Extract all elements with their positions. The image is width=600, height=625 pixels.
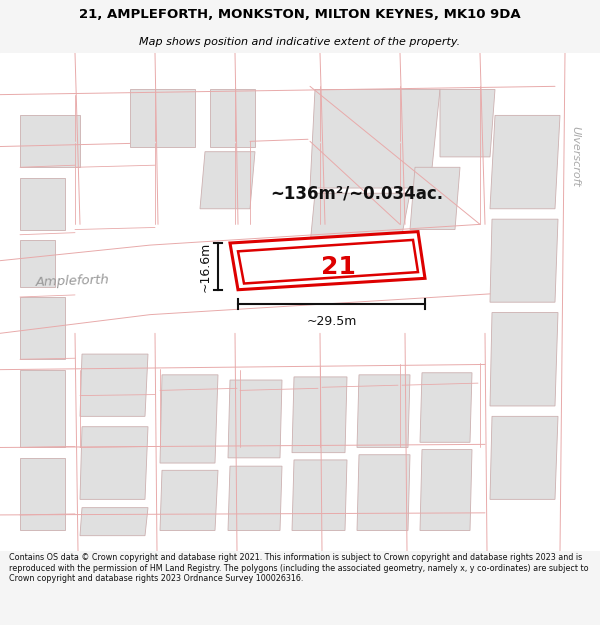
Polygon shape <box>210 89 255 146</box>
Polygon shape <box>490 116 560 209</box>
Text: ~29.5m: ~29.5m <box>307 314 356 328</box>
Polygon shape <box>80 427 148 499</box>
Polygon shape <box>20 369 65 448</box>
Polygon shape <box>490 416 558 499</box>
Text: Map shows position and indicative extent of the property.: Map shows position and indicative extent… <box>139 37 461 47</box>
Polygon shape <box>20 116 80 168</box>
Text: 21: 21 <box>321 255 356 279</box>
Polygon shape <box>20 177 65 229</box>
Text: Contains OS data © Crown copyright and database right 2021. This information is : Contains OS data © Crown copyright and d… <box>9 553 589 583</box>
Polygon shape <box>200 152 255 209</box>
Text: ~136m²/~0.034ac.: ~136m²/~0.034ac. <box>270 184 443 203</box>
Polygon shape <box>20 240 55 287</box>
Polygon shape <box>420 449 472 531</box>
Text: ~16.6m: ~16.6m <box>199 241 212 291</box>
Polygon shape <box>410 168 460 229</box>
Polygon shape <box>130 89 195 146</box>
Polygon shape <box>80 354 148 416</box>
Polygon shape <box>292 377 347 452</box>
Polygon shape <box>292 460 347 531</box>
Text: Ulverscroft: Ulverscroft <box>570 126 580 188</box>
Polygon shape <box>80 508 148 536</box>
Text: 21, AMPLEFORTH, MONKSTON, MILTON KEYNES, MK10 9DA: 21, AMPLEFORTH, MONKSTON, MILTON KEYNES,… <box>79 8 521 21</box>
Polygon shape <box>228 380 282 458</box>
Text: Ampleforth: Ampleforth <box>35 274 109 289</box>
Polygon shape <box>490 312 558 406</box>
Polygon shape <box>440 89 495 157</box>
Polygon shape <box>310 193 410 245</box>
Polygon shape <box>238 240 418 284</box>
Polygon shape <box>230 232 425 290</box>
Polygon shape <box>357 375 410 448</box>
Polygon shape <box>20 458 65 531</box>
Polygon shape <box>160 375 218 463</box>
Polygon shape <box>310 89 440 188</box>
Polygon shape <box>420 372 472 442</box>
Polygon shape <box>490 219 558 302</box>
Polygon shape <box>357 455 410 531</box>
Polygon shape <box>20 297 65 359</box>
Polygon shape <box>228 466 282 531</box>
Polygon shape <box>160 470 218 531</box>
